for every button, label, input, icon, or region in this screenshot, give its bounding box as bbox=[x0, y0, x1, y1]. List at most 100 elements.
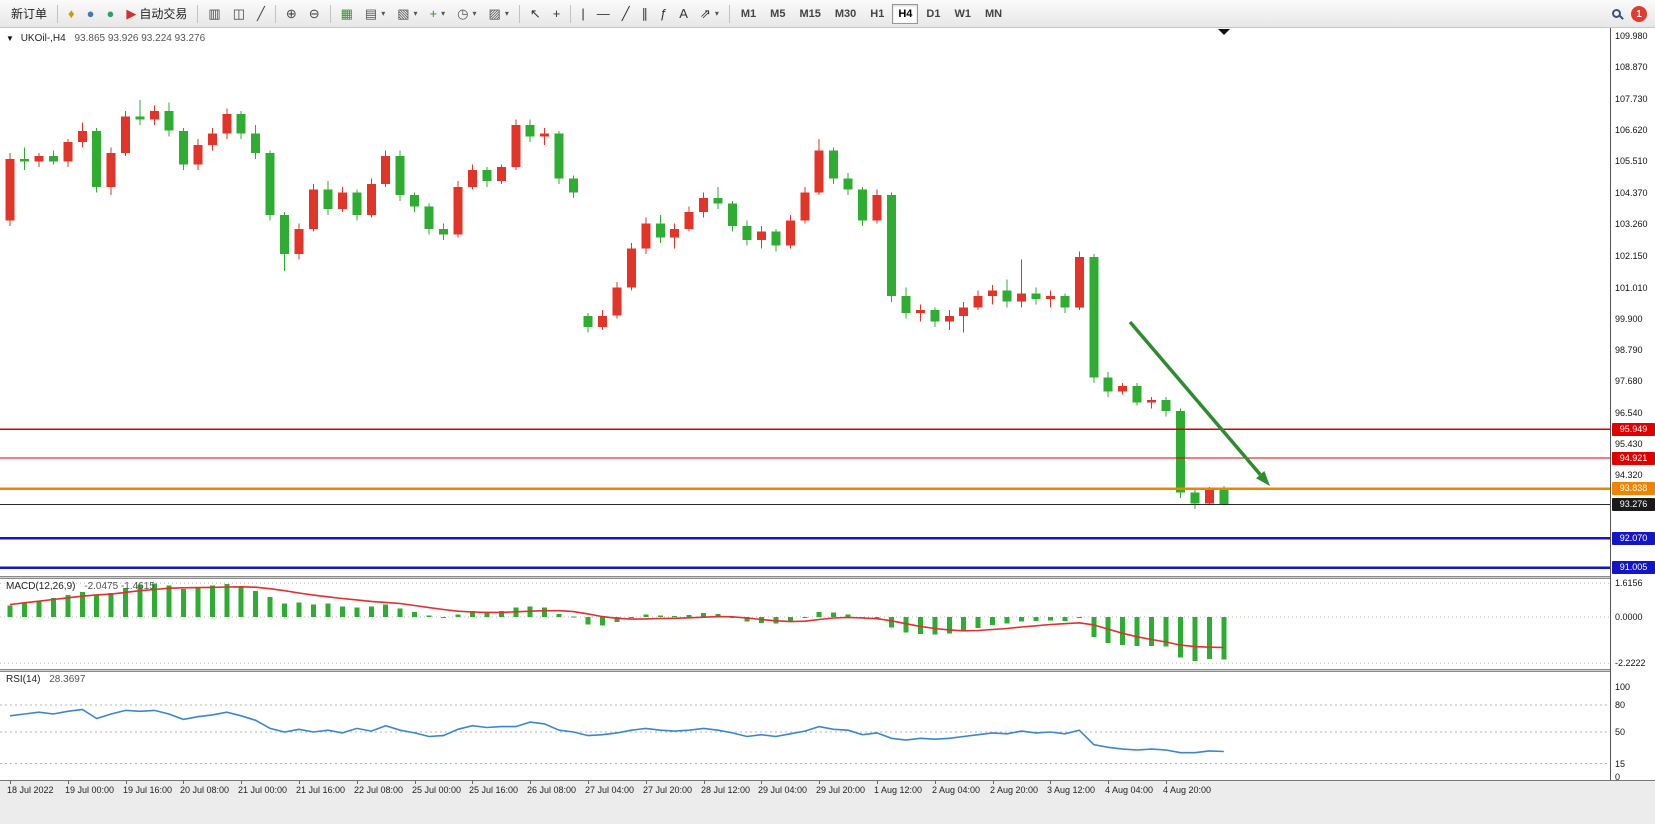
horizontal-line-icon[interactable]: ― bbox=[591, 3, 616, 25]
timeframe-mn-button[interactable]: MN bbox=[979, 4, 1008, 24]
tile-windows-icon[interactable]: ▦ bbox=[335, 3, 359, 25]
pane-splitter[interactable] bbox=[0, 576, 1610, 579]
time-tick bbox=[357, 781, 358, 784]
search-icon[interactable] bbox=[1612, 5, 1621, 23]
rsi-canvas[interactable] bbox=[0, 672, 1610, 780]
text-label-icon-glyph: A bbox=[679, 6, 688, 21]
line-chart-icon[interactable]: ╱ bbox=[251, 3, 271, 25]
price-tag-91.005: 91.005 bbox=[1612, 561, 1655, 575]
time-axis-label: 21 Jul 16:00 bbox=[296, 785, 346, 795]
price-tag-93.276: 93.276 bbox=[1612, 497, 1655, 511]
timeframe-m30-button[interactable]: M30 bbox=[829, 4, 862, 24]
bar-chart-icon-glyph: ▥ bbox=[208, 6, 221, 21]
navigator-icon[interactable]: ● bbox=[81, 3, 101, 25]
price-tag-93.838: 93.838 bbox=[1612, 482, 1655, 495]
navigator-icon-glyph: ● bbox=[86, 6, 95, 21]
time-axis-label: 29 Jul 04:00 bbox=[758, 785, 808, 795]
axis-label: 106.620 bbox=[1615, 125, 1648, 136]
macd-values: -2.0475 -1.4615 bbox=[84, 581, 155, 592]
bar-chart-icon[interactable]: ▥ bbox=[202, 3, 226, 25]
time-axis-label: 2 Aug 20:00 bbox=[990, 785, 1039, 795]
time-axis-label: 19 Jul 16:00 bbox=[123, 785, 173, 795]
autotrading-button[interactable]: ▶ 自动交易 bbox=[120, 3, 193, 25]
time-tick bbox=[1108, 781, 1109, 784]
macd-canvas[interactable] bbox=[0, 579, 1610, 669]
crosshair-icon-glyph: + bbox=[552, 6, 561, 21]
time-axis[interactable]: 18 Jul 2022 19 Jul 00:00 19 Jul 16:00 20 Ju… bbox=[0, 780, 1655, 798]
trend-arrow-line[interactable] bbox=[1128, 320, 1262, 476]
arrange-windows-icon[interactable]: ▤ ▾ bbox=[359, 3, 391, 25]
zoom-in-icon[interactable]: ⊕ bbox=[280, 3, 303, 25]
time-tick bbox=[68, 781, 69, 784]
time-axis-label: 28 Jul 12:00 bbox=[701, 785, 751, 795]
fibonacci-icon-glyph: ƒ bbox=[660, 6, 668, 21]
timeframe-d1-button[interactable]: D1 bbox=[920, 4, 946, 24]
tile-windows-icon-glyph: ▦ bbox=[340, 6, 353, 21]
notification-badge[interactable]: 1 bbox=[1631, 6, 1647, 22]
axis-label: 105.510 bbox=[1615, 156, 1648, 167]
time-axis-label: 19 Jul 00:00 bbox=[65, 785, 115, 795]
fibonacci-icon[interactable]: ƒ bbox=[654, 3, 673, 25]
chart-shift-icon[interactable]: ▧ ▾ bbox=[391, 3, 423, 25]
time-axis-label: 27 Jul 20:00 bbox=[643, 785, 693, 795]
rsi-value: 28.3697 bbox=[49, 674, 86, 685]
template-icon[interactable]: ▨ ▾ bbox=[483, 3, 515, 25]
toolbox-icon[interactable]: ● bbox=[101, 3, 121, 25]
rsi-header: RSI(14) 28.3697 bbox=[6, 674, 85, 685]
zoom-out-icon[interactable]: ⊖ bbox=[303, 3, 326, 25]
axis-label: 15 bbox=[1615, 758, 1626, 769]
add-indicator-icon[interactable]: + ▾ bbox=[424, 3, 452, 25]
chart-shift-icon-glyph: ▧ bbox=[397, 6, 410, 21]
trend-arrow-head[interactable] bbox=[1256, 471, 1270, 486]
time-axis-label: 29 Jul 20:00 bbox=[816, 785, 866, 795]
toolbar-separator bbox=[274, 4, 276, 23]
timeframe-m1-button[interactable]: M1 bbox=[735, 4, 762, 24]
chart-window: ▼ UKOil-,H4 93.865 93.926 93.224 93.276 … bbox=[0, 28, 1655, 798]
market-watch-icon-glyph: ♦ bbox=[68, 6, 75, 21]
pane-splitter[interactable] bbox=[0, 669, 1610, 672]
timeframe-m15-button[interactable]: M15 bbox=[793, 4, 826, 24]
arrows-objects-icon[interactable]: ⇗ ▾ bbox=[694, 3, 725, 25]
time-tick bbox=[993, 781, 994, 784]
new-order-button[interactable]: 新订单 bbox=[5, 3, 53, 25]
time-axis-label: 18 Jul 2022 bbox=[7, 785, 54, 795]
equidistant-channel-icon[interactable]: ∥ bbox=[636, 3, 655, 25]
dropdown-caret-icon: ▾ bbox=[381, 9, 386, 18]
time-tick bbox=[877, 781, 878, 784]
dropdown-caret-icon: ▾ bbox=[714, 9, 719, 18]
time-tick bbox=[415, 781, 416, 784]
trendline-icon[interactable]: ╱ bbox=[616, 3, 636, 25]
timeframe-m5-button[interactable]: M5 bbox=[764, 4, 791, 24]
timeframe-w1-button[interactable]: W1 bbox=[948, 4, 977, 24]
time-axis-label: 1 Aug 12:00 bbox=[874, 785, 923, 795]
axis-label: 104.370 bbox=[1615, 188, 1648, 199]
price-tag-92.070: 92.070 bbox=[1612, 531, 1655, 545]
cursor-icon[interactable]: ↖ bbox=[524, 3, 547, 25]
chart-collapse-arrow-icon[interactable]: ▼ bbox=[6, 34, 14, 43]
crosshair-icon[interactable]: + bbox=[547, 3, 567, 25]
toolbar-separator bbox=[728, 4, 730, 23]
axis-label: 94.320 bbox=[1615, 470, 1643, 480]
arrange-windows-icon-glyph: ▤ bbox=[364, 6, 378, 21]
dropdown-caret-icon: ▾ bbox=[504, 9, 509, 18]
axis-label: 50 bbox=[1615, 727, 1626, 737]
text-label-icon[interactable]: A bbox=[673, 3, 694, 25]
dropdown-caret-icon: ▾ bbox=[413, 9, 418, 18]
period-icon[interactable]: ◷ ▾ bbox=[451, 3, 482, 25]
rsi-name: RSI(14) bbox=[6, 674, 41, 685]
market-watch-icon[interactable]: ♦ bbox=[62, 3, 81, 25]
time-axis-label: 27 Jul 04:00 bbox=[585, 785, 635, 795]
vertical-line-icon[interactable]: | bbox=[575, 3, 590, 25]
candlestick-chart-icon[interactable]: ◫ bbox=[227, 3, 251, 25]
main-chart-canvas[interactable] bbox=[0, 28, 1610, 576]
axis-label: 108.870 bbox=[1615, 62, 1648, 73]
line-chart-icon-glyph: ╱ bbox=[256, 6, 265, 21]
timeframe-m15-button-label: M15 bbox=[799, 7, 821, 20]
price-axis[interactable]: 109.980 108.870 107.730 106.620 105.510 104.3… bbox=[1610, 28, 1655, 782]
autotrading-button-icon: ▶ bbox=[126, 6, 137, 21]
toolbar-separator bbox=[57, 4, 59, 23]
time-axis-label: 25 Jul 16:00 bbox=[469, 785, 519, 795]
timeframe-h1-button[interactable]: H1 bbox=[864, 4, 890, 24]
timeframe-h4-button[interactable]: H4 bbox=[892, 3, 919, 24]
